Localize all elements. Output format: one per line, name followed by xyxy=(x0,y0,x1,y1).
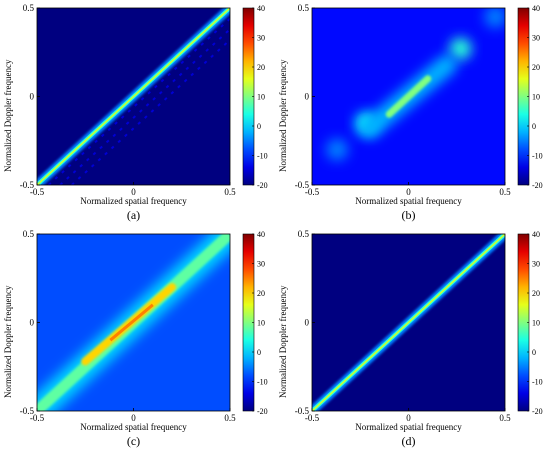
ridge-core xyxy=(109,303,154,342)
colorbar-tick-label: 30 xyxy=(257,34,265,43)
heatmap-svg: -0.5 0 0.5 -0.5 0 0.5 40 30 20 10 0 -10 -20 xyxy=(20,229,268,423)
sidelobe-line xyxy=(59,27,230,185)
y-tick-label: 0 xyxy=(305,92,310,102)
y-tick-label: -0.5 xyxy=(295,406,310,416)
colorbar-tick-label: 30 xyxy=(532,260,540,269)
x-tick-label: 0 xyxy=(131,413,136,423)
y-tick-label: 0.5 xyxy=(23,3,35,13)
colorbar-tick-label: 20 xyxy=(532,63,540,72)
x-tick-label: -0.5 xyxy=(305,413,320,423)
y-tick-label: 0.5 xyxy=(23,229,35,239)
heatmap-blob xyxy=(449,37,472,60)
heatmap-panel-b: -0.5 0 0.5 -0.5 0 0.5 40 30 20 10 0 -10 -20 Normalize… xyxy=(275,0,550,226)
panel-label: (d) xyxy=(401,434,416,448)
heatmap-svg: -0.5 0 0.5 -0.5 0 0.5 40 30 20 10 0 -10 -20 xyxy=(20,3,268,197)
colorbar-tick-label: 20 xyxy=(257,63,265,72)
colorbar-tick-label: -20 xyxy=(257,407,268,416)
colorbar-tick-label: 40 xyxy=(257,230,265,239)
y-axis-label: Normalized Doppler frequency xyxy=(3,59,13,172)
colorbar-tick-label: 10 xyxy=(532,93,540,102)
colorbar-tick-label: -10 xyxy=(257,152,268,161)
x-tick-label: 0.5 xyxy=(499,187,511,197)
colorbar-tick-label: 40 xyxy=(532,230,540,239)
x-tick-label: 0 xyxy=(406,413,411,423)
colorbar-tick-label: -20 xyxy=(532,181,543,190)
y-tick-label: 0.5 xyxy=(298,229,310,239)
colorbar-tick-label: -20 xyxy=(257,181,268,190)
panel-label: (c) xyxy=(126,434,141,448)
y-tick-label: 0.5 xyxy=(298,3,310,13)
x-tick-label: -0.5 xyxy=(305,187,320,197)
heatmap-blob xyxy=(326,138,349,161)
panel-label: (a) xyxy=(126,208,141,222)
y-tick-label: -0.5 xyxy=(295,180,310,190)
y-tick-label: 0 xyxy=(30,318,35,328)
y-tick-label: 0 xyxy=(305,318,310,328)
y-axis-label: Normalized Doppler frequency xyxy=(278,285,288,398)
colorbar-tick-label: 0 xyxy=(532,348,536,357)
x-tick-label: -0.5 xyxy=(30,187,45,197)
ridge-core xyxy=(37,8,230,185)
heatmap-panel-d: -0.5 0 0.5 -0.5 0 0.5 40 30 20 10 0 -10 -20 Normalize… xyxy=(275,226,550,452)
x-axis-label: Normalized spatial frequency xyxy=(355,422,462,432)
panel-label: (b) xyxy=(401,208,416,222)
colorbar-tick-label: -20 xyxy=(532,407,543,416)
y-tick-label: -0.5 xyxy=(20,180,35,190)
y-axis-label: Normalized Doppler frequency xyxy=(3,285,13,398)
ridge-line xyxy=(385,75,432,118)
colorbar-tick-label: 30 xyxy=(532,34,540,43)
colorbar-tick-label: 0 xyxy=(257,122,261,131)
sidelobe-line xyxy=(47,17,230,185)
colorbar-tick-label: 40 xyxy=(532,4,540,13)
colorbar-tick-label: 0 xyxy=(532,122,536,131)
colorbar-tick-label: 30 xyxy=(257,260,265,269)
heatmap-panel-a: -0.5 0 0.5 -0.5 0 0.5 40 30 20 10 0 -10 -20 Normalize… xyxy=(0,0,275,226)
y-tick-label: -0.5 xyxy=(20,406,35,416)
y-tick-label: 0 xyxy=(30,92,35,102)
x-tick-label: 0 xyxy=(406,187,411,197)
colorbar-tick-label: -10 xyxy=(532,378,543,387)
heatmap-panel-c: -0.5 0 0.5 -0.5 0 0.5 40 30 20 10 0 -10 -20 Normalize… xyxy=(0,226,275,452)
colorbar-tick-label: 10 xyxy=(257,93,265,102)
y-axis-label: Normalized Doppler frequency xyxy=(278,59,288,172)
heatmap-svg: -0.5 0 0.5 -0.5 0 0.5 40 30 20 10 0 -10 -20 xyxy=(295,229,543,423)
colorbar-tick-label: 0 xyxy=(257,348,261,357)
x-tick-label: 0.5 xyxy=(499,413,511,423)
x-axis-label: Normalized spatial frequency xyxy=(355,196,462,206)
heatmap-blob xyxy=(484,8,505,28)
heatmap-svg: -0.5 0 0.5 -0.5 0 0.5 40 30 20 10 0 -10 -20 xyxy=(295,3,543,197)
x-tick-label: 0.5 xyxy=(224,413,236,423)
x-tick-label: 0 xyxy=(131,187,136,197)
x-axis-label: Normalized spatial frequency xyxy=(80,196,187,206)
colorbar-tick-label: 20 xyxy=(257,289,265,298)
colorbar-tick-label: 20 xyxy=(532,289,540,298)
colorbar-tick-label: -10 xyxy=(257,378,268,387)
colorbar-tick-label: 10 xyxy=(532,319,540,328)
ridge-core xyxy=(312,234,505,411)
x-axis-label: Normalized spatial frequency xyxy=(80,422,187,432)
x-tick-label: 0.5 xyxy=(224,187,236,197)
x-tick-label: -0.5 xyxy=(30,413,45,423)
colorbar-tick-label: -10 xyxy=(532,152,543,161)
colorbar-tick-label: 40 xyxy=(257,4,265,13)
colorbar-tick-label: 10 xyxy=(257,319,265,328)
